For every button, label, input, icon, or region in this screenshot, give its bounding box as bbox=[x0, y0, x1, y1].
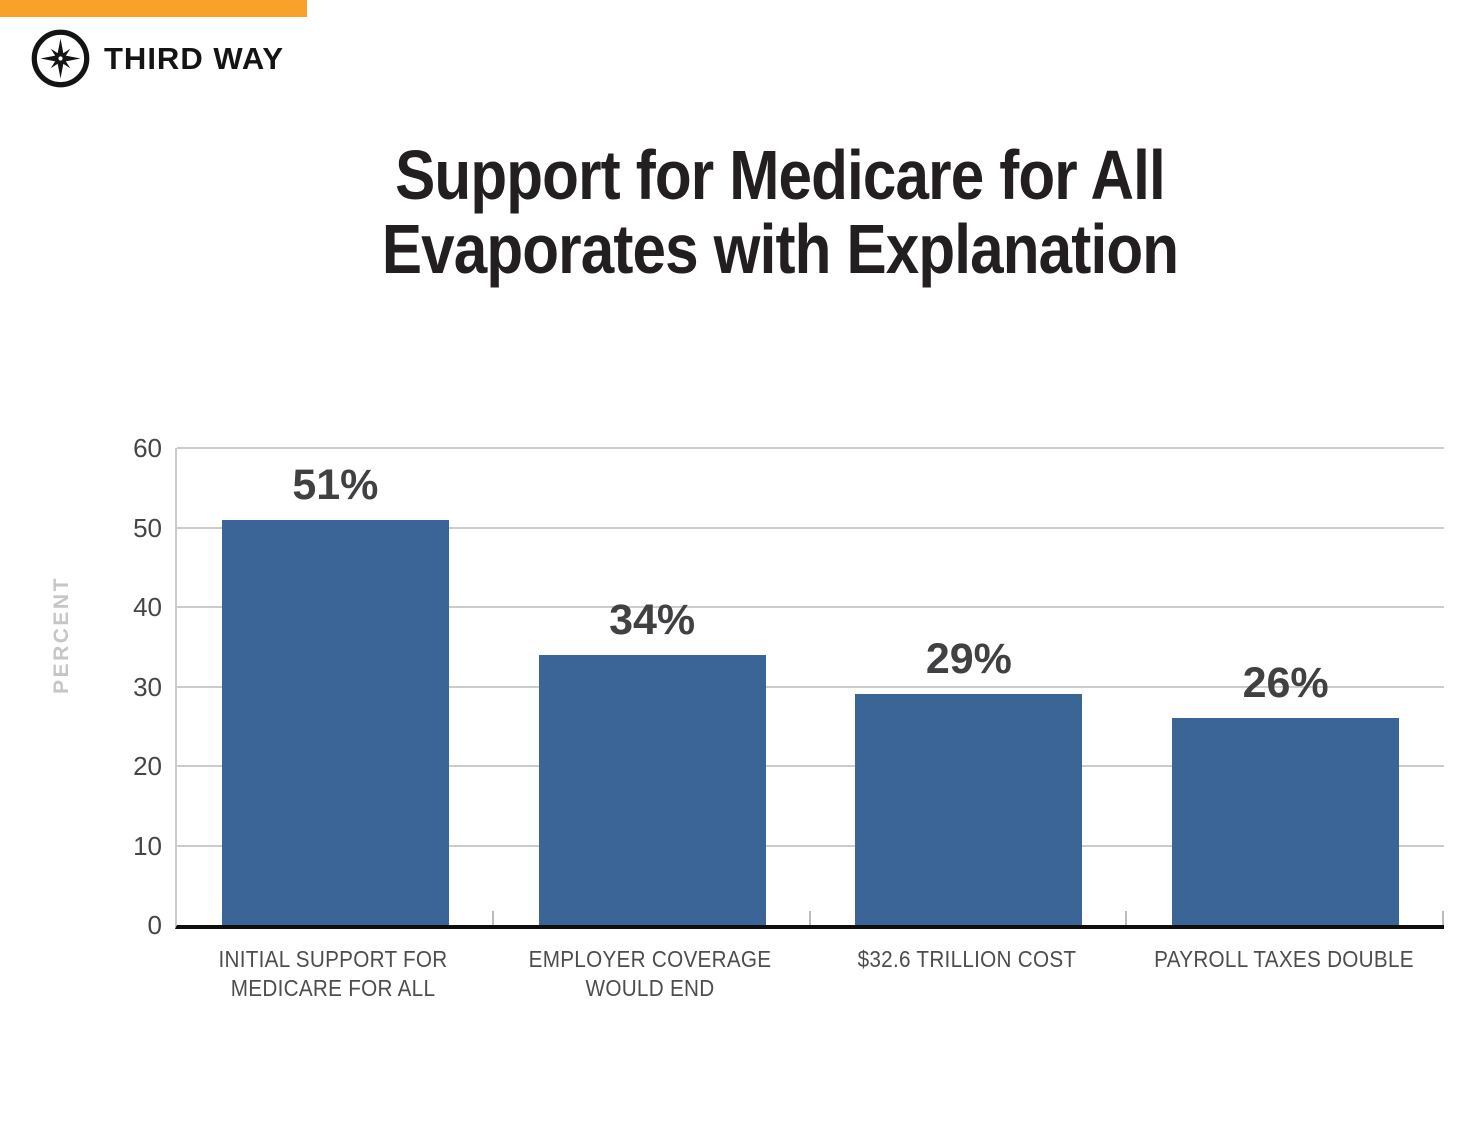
x-axis-tick bbox=[1125, 911, 1128, 925]
bar-value-label: 26% bbox=[1242, 659, 1329, 708]
compass-icon bbox=[31, 29, 90, 88]
y-axis-tick-label: 10 bbox=[133, 830, 162, 861]
bar-value-label: 51% bbox=[292, 460, 379, 509]
x-axis-category-labels: INITIAL SUPPORT FOR MEDICARE FOR ALL EMPLO… bbox=[175, 945, 1442, 1045]
category-label: $32.6 TRILLION COST bbox=[857, 946, 1077, 972]
bar-2 bbox=[538, 654, 766, 925]
y-axis-tick-labels: 0 10 20 30 40 50 60 bbox=[80, 433, 162, 940]
category-label: EMPLOYER COVERAGE WOULD END bbox=[528, 946, 772, 1001]
category-label: PAYROLL TAXES DOUBLE bbox=[1153, 946, 1414, 972]
bar-1 bbox=[221, 519, 449, 925]
gridline bbox=[177, 526, 1444, 529]
bar-3 bbox=[855, 694, 1083, 925]
x-axis-tick bbox=[1442, 911, 1444, 925]
x-axis-tick bbox=[808, 911, 811, 925]
plot-area: 51% 34% 29% 26% bbox=[175, 447, 1444, 929]
gridline bbox=[177, 765, 1444, 767]
brand-name: THIRD WAY bbox=[104, 40, 285, 76]
x-axis-tick bbox=[491, 911, 494, 925]
bar-chart: PERCENT 0 10 20 30 40 50 60 51% 34% 29% 26% INITI… bbox=[50, 433, 1444, 1001]
y-axis-tick-label: 30 bbox=[133, 671, 162, 702]
gridline bbox=[177, 844, 1444, 847]
gridline bbox=[177, 447, 1444, 449]
bar-4 bbox=[1172, 718, 1400, 925]
gridline bbox=[177, 606, 1444, 608]
category-label: INITIAL SUPPORT FOR MEDICARE FOR ALL bbox=[218, 946, 448, 1001]
gridline bbox=[177, 685, 1444, 688]
brand-header: THIRD WAY bbox=[30, 28, 284, 89]
brand-accent-bar bbox=[0, 0, 307, 17]
y-axis-tick-label: 60 bbox=[133, 433, 162, 463]
bar-value-label: 34% bbox=[609, 595, 696, 644]
y-axis-tick-label: 0 bbox=[147, 910, 162, 940]
y-axis-tick-label: 20 bbox=[133, 751, 162, 781]
y-axis-tick-label: 50 bbox=[133, 512, 162, 543]
bar-value-label: 29% bbox=[925, 635, 1012, 684]
chart-title-line-1: Support for Medicare for All bbox=[395, 136, 1166, 214]
chart-title-line-2: Evaporates with Explanation bbox=[381, 210, 1179, 288]
y-axis-tick-label: 40 bbox=[133, 592, 162, 622]
y-axis-title: PERCENT bbox=[50, 576, 73, 694]
chart-title: Support for Medicare for All Evaporates … bbox=[350, 138, 1210, 286]
